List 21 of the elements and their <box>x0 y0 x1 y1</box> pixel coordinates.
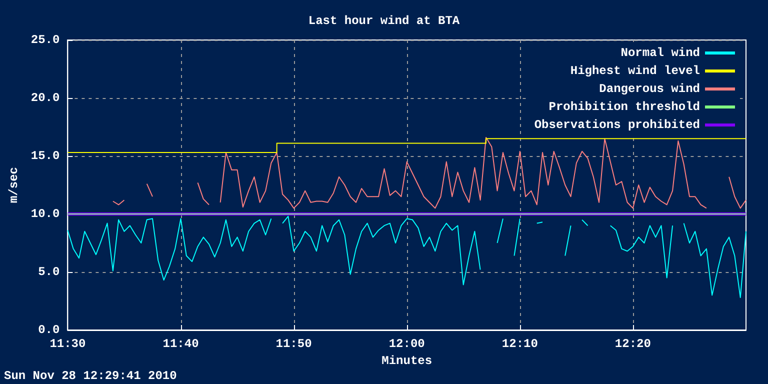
chart-title: Last hour wind at BTA <box>308 14 460 28</box>
legend-label: Prohibition threshold <box>548 100 700 114</box>
legend-label: Highest wind level <box>570 64 700 78</box>
legend-label: Dangerous wind <box>599 82 700 96</box>
x-tick-label: 11:40 <box>162 337 199 351</box>
y-tick-label: 5.0 <box>38 265 60 279</box>
legend-label: Normal wind <box>620 46 700 60</box>
text: Sun Nov 28 12:29:41 2010 <box>4 369 177 383</box>
x-tick-label: 11:30 <box>50 337 86 351</box>
x-tick-label: 12:20 <box>614 337 651 351</box>
y-tick-label: 10.0 <box>30 207 60 221</box>
legend-label: Observations prohibited <box>534 118 700 132</box>
x-tick-label: 11:50 <box>276 337 312 351</box>
y-tick-label: 25.0 <box>30 33 60 47</box>
x-tick-label: 12:10 <box>502 337 538 351</box>
x-axis-title: Minutes <box>382 354 432 368</box>
y-axis-title: m/sec <box>7 166 21 204</box>
x-tick-label: 12:00 <box>388 337 425 351</box>
y-tick-label: 15.0 <box>30 149 60 163</box>
y-tick-label: 0.0 <box>38 323 60 337</box>
y-tick-label: 20.0 <box>30 91 60 105</box>
